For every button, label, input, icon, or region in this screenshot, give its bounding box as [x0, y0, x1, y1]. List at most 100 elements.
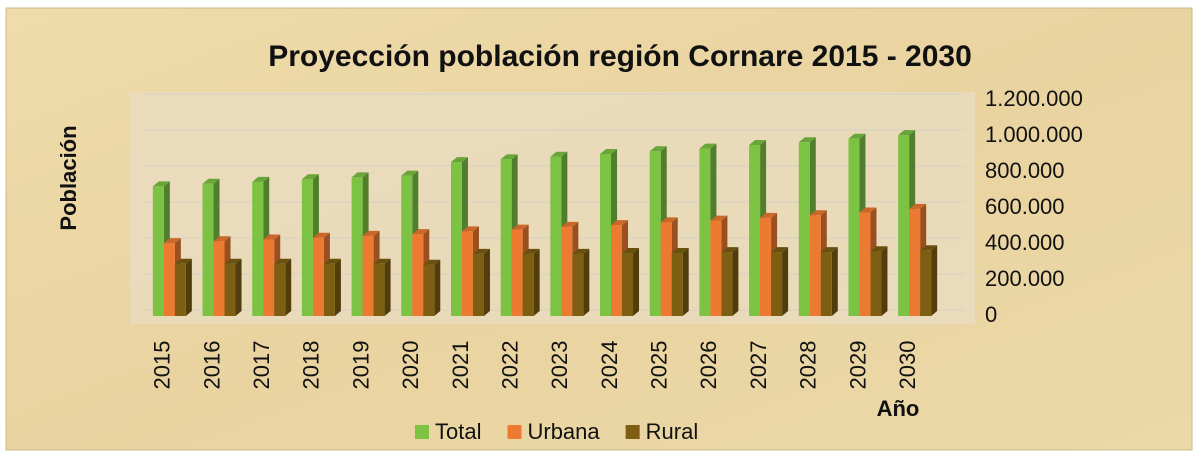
legend-swatch [507, 425, 522, 439]
x-tick-label: 2020 [398, 341, 423, 390]
bar [760, 217, 772, 316]
legend-label: Rural [646, 419, 699, 444]
bar-side [931, 245, 938, 316]
bar-side [434, 259, 441, 316]
bar [472, 253, 484, 316]
bar-side [384, 258, 391, 316]
bar [749, 145, 761, 316]
y-tick-label: 600.000 [985, 194, 1065, 219]
bar-top [511, 224, 529, 230]
bar [323, 263, 335, 316]
bar-top [224, 258, 242, 264]
bar [274, 263, 286, 316]
bar [213, 241, 225, 316]
bar [600, 154, 612, 316]
x-tick-label: 2019 [348, 341, 373, 390]
bar [820, 252, 832, 316]
y-tick-label: 400.000 [985, 230, 1065, 255]
bar-side [235, 258, 242, 316]
bar [561, 226, 573, 316]
bar-top [699, 143, 717, 149]
x-tick-label: 2024 [597, 341, 622, 390]
bar-top [600, 149, 618, 154]
bar-side [732, 247, 739, 316]
bar [550, 156, 562, 316]
bar-top [622, 248, 640, 253]
bar [522, 253, 534, 316]
bar-side [285, 258, 292, 316]
bar-top [323, 258, 341, 264]
bar [898, 135, 910, 316]
bar-top [423, 259, 441, 265]
bar [622, 253, 634, 316]
bar-top [710, 215, 728, 221]
bar-top [174, 258, 192, 264]
bar [450, 162, 462, 316]
bar-side [682, 248, 689, 316]
bar [152, 186, 164, 316]
bar [312, 237, 324, 316]
bar [710, 220, 722, 316]
bar-top [798, 137, 816, 143]
bar [373, 263, 385, 316]
bar-top [671, 248, 689, 253]
bar [263, 239, 275, 316]
y-tick-label: 800.000 [985, 158, 1065, 183]
x-tick-label: 2018 [299, 341, 324, 390]
x-tick-label: 2027 [746, 341, 771, 390]
bar-top [898, 130, 916, 136]
bar-top [472, 248, 490, 254]
bar [423, 264, 435, 316]
bar [301, 179, 313, 316]
bar-top [163, 238, 181, 244]
y-tick-label: 200.000 [985, 266, 1065, 291]
x-tick-label: 2015 [150, 341, 175, 390]
bar [611, 225, 623, 316]
bar-top [522, 248, 540, 254]
bar-top [202, 178, 220, 184]
bar [649, 151, 661, 316]
bar [174, 263, 186, 316]
x-tick-label: 2025 [647, 341, 672, 390]
bar [401, 175, 413, 316]
bar [224, 263, 236, 316]
x-axis-label: Año [877, 396, 920, 421]
bar-top [412, 229, 430, 235]
bar [721, 252, 733, 316]
x-tick-label: 2028 [796, 341, 821, 390]
y-tick-label: 1.000.000 [985, 122, 1083, 147]
legend-swatch [625, 425, 640, 439]
bar-side [633, 248, 640, 316]
bar-top [362, 230, 380, 236]
bar-top [351, 172, 369, 178]
bar-side [782, 247, 789, 316]
legend-label: Urbana [527, 419, 600, 444]
y-axis-label: Población [56, 125, 81, 230]
bar-top [450, 157, 468, 163]
bar [870, 251, 882, 316]
bar-side [881, 246, 888, 316]
bar-top [312, 232, 330, 238]
bar-top [561, 221, 579, 227]
bar [920, 250, 932, 316]
x-tick-label: 2017 [249, 341, 274, 390]
bar-top [401, 170, 419, 176]
bar [798, 142, 810, 316]
bar-top [572, 248, 590, 254]
bar-top [263, 234, 281, 240]
bar-side [334, 258, 341, 316]
bar [163, 243, 175, 316]
bar-side [583, 248, 590, 316]
bar-top [213, 236, 231, 242]
legend-label: Total [435, 419, 481, 444]
bar-top [771, 247, 789, 253]
bar-top [550, 151, 568, 157]
y-tick-label: 1.200.000 [985, 86, 1083, 111]
bar-side [483, 248, 490, 316]
bar [252, 181, 264, 316]
bar-top [152, 181, 170, 187]
x-tick-label: 2022 [497, 341, 522, 390]
legend-swatch [415, 425, 429, 439]
bar-top [500, 154, 518, 160]
x-tick-label: 2016 [199, 341, 224, 390]
